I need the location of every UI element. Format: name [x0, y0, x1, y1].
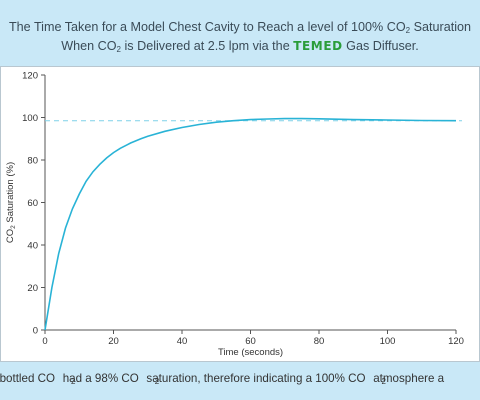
- y-tick-label: 0: [33, 326, 38, 337]
- plot-panel: [0, 66, 480, 362]
- x-tick-label: 0: [42, 336, 47, 347]
- y-tick-label: 80: [27, 156, 38, 167]
- y-tick-label: 60: [27, 198, 38, 209]
- temed-logo: TEMED: [293, 39, 343, 53]
- y-tick-label: 100: [22, 113, 38, 124]
- y-axis-label: CO2 Saturation (%): [5, 162, 17, 243]
- x-tick-label: 120: [448, 336, 464, 347]
- y-tick-label: 20: [27, 283, 38, 294]
- x-tick-label: 80: [314, 336, 325, 347]
- y-tick-label: 40: [27, 241, 38, 252]
- y-tick-label: 120: [22, 71, 38, 82]
- footnote: ested bottled CO2 had a 98% CO2 saturati…: [0, 372, 445, 386]
- x-tick-label: 100: [380, 336, 396, 347]
- chart-title: The Time Taken for a Model Chest Cavity …: [0, 18, 480, 56]
- x-tick-label: 60: [245, 336, 256, 347]
- title-line-1: The Time Taken for a Model Chest Cavity …: [8, 20, 472, 35]
- x-axis-label: Time (seconds): [218, 347, 283, 358]
- title-line-2: When CO2 is Delivered at 2.5 lpm via the…: [61, 39, 419, 54]
- x-tick-label: 20: [108, 336, 119, 347]
- saturation-series-line: [44, 117, 457, 331]
- x-tick-label: 40: [177, 336, 188, 347]
